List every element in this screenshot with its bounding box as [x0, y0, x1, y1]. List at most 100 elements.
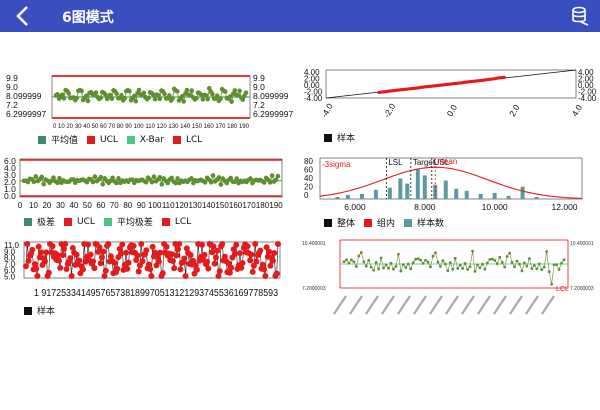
capability-legend: 整体 组内 样本数	[324, 216, 444, 229]
run-point	[57, 264, 64, 271]
run-point	[262, 273, 269, 279]
legend-swatch	[324, 218, 332, 227]
individual-point	[350, 258, 353, 262]
probability-point	[392, 89, 396, 93]
histogram-bar	[520, 186, 525, 199]
run-point	[95, 248, 102, 255]
probability-plot[interactable]: 4.002.000.00-2.00-4.004.002.000.00-2.00-…	[300, 66, 600, 120]
probability-point	[493, 77, 497, 81]
legend-label: 平均值	[51, 136, 79, 146]
xbar-point	[127, 88, 132, 94]
xbar-point	[187, 92, 193, 98]
xbar-point	[229, 99, 234, 104]
individual-point	[461, 267, 465, 270]
database-icon	[572, 6, 589, 26]
run-point	[249, 268, 256, 275]
xbar-point	[98, 95, 104, 100]
probability-point	[384, 90, 388, 94]
probability-point	[488, 77, 492, 81]
xbar-point	[103, 92, 108, 97]
individual-point	[374, 260, 378, 264]
probability-point	[388, 89, 392, 93]
run-point	[152, 249, 159, 256]
run-point	[147, 266, 154, 273]
xbar-point	[205, 96, 210, 102]
individual-point	[458, 263, 462, 267]
x-tick-label: 8.000	[414, 202, 436, 212]
individual-point	[552, 263, 556, 267]
run-point	[111, 260, 118, 266]
y-tick-label: 7.0	[4, 260, 16, 269]
individual-point	[527, 257, 531, 260]
xbar-point	[131, 93, 137, 99]
probability-point	[417, 86, 421, 90]
individual-point	[453, 256, 457, 260]
y-label-right-bottom: 7.2000003	[570, 286, 594, 292]
probability-point	[386, 89, 390, 93]
x-date-tick	[445, 295, 459, 315]
x-tick-label: 130	[188, 201, 202, 210]
range-point	[114, 180, 119, 186]
individual-point	[451, 267, 455, 271]
histogram-bar	[373, 189, 378, 199]
y-tick-label-right: 9.0	[253, 82, 265, 92]
legend-label: LCL	[174, 216, 192, 227]
individual-point	[399, 269, 403, 273]
capability-histogram-panel: -3sigma LSL Target USL mean 80 60 40 20 0 6.000 8.0…	[300, 155, 600, 213]
individual-point	[532, 264, 536, 267]
individual-point	[535, 267, 539, 271]
x-tick-label: -2.0	[381, 101, 397, 119]
individual-point	[456, 266, 460, 270]
run-point	[97, 260, 104, 267]
histogram-bar	[335, 196, 340, 199]
run-point	[138, 241, 145, 247]
individual-point	[394, 265, 398, 268]
xbar-point	[167, 93, 172, 98]
individual-point	[520, 269, 524, 273]
probability-point	[477, 79, 481, 83]
y-tick-label-left: 6.2999997	[6, 109, 46, 119]
legend-item: 平均极差	[103, 215, 153, 228]
database-button[interactable]	[570, 5, 590, 27]
run-point	[105, 241, 112, 247]
individual-point	[362, 260, 366, 264]
legend-label: 平均极差	[116, 218, 153, 228]
individual-point	[503, 265, 507, 269]
range-chart[interactable]: 6.04.03.02.01.00.00 10 20 30 40 50 60 70 80 90 100…	[0, 155, 300, 215]
run-point	[221, 253, 228, 260]
legend-swatch	[24, 217, 32, 226]
individual-chart[interactable]: LCL 10.400001 7.2000003 10.400001 7.2000003	[300, 236, 600, 322]
probability-point	[404, 87, 408, 91]
run-point	[187, 252, 194, 259]
individual-point	[409, 267, 413, 271]
probability-point	[453, 82, 457, 86]
run-point	[190, 257, 197, 264]
y-tick-label-right: 2.00	[578, 75, 594, 84]
legend-swatch	[126, 135, 135, 144]
run-point	[252, 241, 259, 247]
run-point	[169, 257, 176, 264]
individual-point	[434, 251, 437, 255]
probability-point	[497, 76, 501, 80]
xbar-point	[175, 88, 180, 94]
run-point	[90, 258, 97, 265]
xbar-point	[61, 96, 67, 101]
xbar-chart[interactable]: 9.99.08.0999997.26.29999979.99.08.099999…	[0, 70, 300, 150]
x-date-tick	[349, 295, 363, 315]
back-button[interactable]	[10, 2, 34, 30]
legend-item: 样本	[24, 304, 55, 317]
run-point	[261, 266, 268, 273]
individual-point	[439, 265, 442, 268]
histogram-bar	[454, 188, 459, 199]
individual-point	[478, 266, 482, 270]
run-point	[98, 254, 105, 261]
run-point	[173, 252, 180, 259]
probability-point	[397, 88, 401, 92]
run-point	[63, 266, 70, 273]
run-chart[interactable]: 11.09.08.07.06.05.0 1 9172533414957657381…	[0, 240, 300, 298]
range-point	[202, 180, 208, 185]
probability-point	[415, 86, 419, 90]
probability-point	[430, 84, 434, 88]
y-tick-label: 0.0	[4, 191, 16, 201]
